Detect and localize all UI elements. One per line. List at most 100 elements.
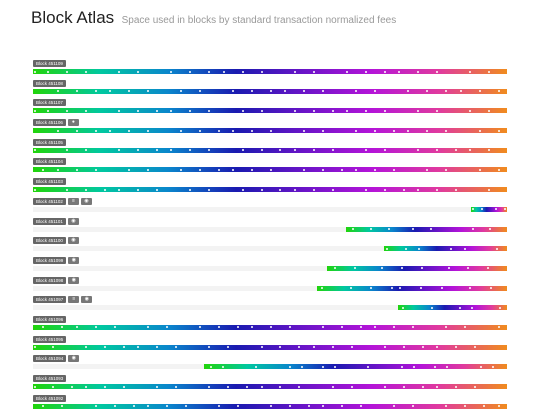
block-label[interactable]: Block 451105 (33, 138, 66, 146)
transaction-dot (179, 90, 182, 93)
block-label[interactable]: Block 451095 (33, 335, 67, 343)
block-label[interactable]: Block 451098 (33, 276, 67, 284)
eye-icon[interactable]: ◉ (67, 217, 79, 225)
eye-icon[interactable]: ◉ (81, 296, 93, 304)
fee-bar[interactable] (33, 403, 507, 409)
eye-icon[interactable]: ◉ (68, 276, 80, 284)
block-row[interactable]: Block 451100 ◉ (33, 237, 507, 257)
block-label[interactable]: Block 451107 (33, 99, 66, 107)
block-label[interactable]: Block 451109 (33, 60, 66, 67)
block-label[interactable]: Block 451099 (33, 256, 67, 264)
transaction-dot (416, 149, 419, 152)
block-label[interactable]: Block 451097 (33, 296, 67, 304)
block-label-line: Block 451094 ◉ (33, 355, 80, 363)
block-label[interactable]: Block 451102 (33, 197, 66, 205)
block-track (33, 226, 507, 232)
transaction-dot (383, 346, 386, 349)
block-row[interactable]: Block 451099 ◉ (33, 256, 507, 277)
block-label[interactable]: Block 451094 (33, 355, 67, 363)
transaction-dot (352, 228, 355, 230)
block-label[interactable]: Block 451101 (33, 217, 66, 225)
block-label[interactable]: Block 451092 (33, 394, 67, 402)
transaction-dot (94, 326, 97, 329)
transaction-dot (364, 149, 367, 152)
fee-bar[interactable] (33, 69, 507, 74)
block-row[interactable]: Block 451104 (33, 158, 507, 178)
transaction-dot (478, 129, 481, 132)
transaction-dot (241, 188, 244, 191)
transaction-dot (61, 326, 64, 329)
transaction-dot (236, 405, 239, 408)
transaction-dot (260, 385, 263, 388)
fee-bar[interactable] (326, 265, 507, 271)
block-row[interactable]: Block 451096 (33, 315, 507, 336)
fee-bar[interactable] (203, 364, 507, 370)
transaction-dot (471, 306, 473, 309)
block-label[interactable]: Block 451093 (33, 375, 67, 382)
block-label[interactable]: Block 451100 (33, 237, 66, 245)
eye-icon[interactable]: ◉ (68, 256, 80, 264)
block-row[interactable]: Block 451101 ◉ (33, 217, 507, 238)
transaction-dot (56, 168, 59, 171)
eye-icon[interactable]: ◉ (67, 237, 79, 245)
block-track (33, 128, 507, 134)
transaction-dot (312, 109, 315, 112)
block-row[interactable]: Block 451092 (33, 394, 507, 414)
block-row[interactable]: Block 451108 (33, 79, 507, 100)
transaction-dot (270, 168, 272, 171)
block-row[interactable]: Block 451094 ◉ (33, 355, 507, 375)
transaction-dot (146, 405, 149, 408)
transaction-dot (331, 109, 334, 112)
fee-bar[interactable] (33, 147, 507, 153)
block-row[interactable]: Block 451093 (33, 375, 507, 395)
transaction-dot (435, 109, 438, 112)
transaction-dot (503, 208, 506, 211)
transaction-dot (104, 346, 107, 349)
fee-bar[interactable] (383, 246, 507, 252)
block-row[interactable]: Block 451097 ≡ ◉ (33, 296, 507, 316)
fee-bar[interactable] (471, 206, 507, 212)
transaction-dot (251, 90, 254, 93)
block-row[interactable]: Block 451109 (33, 60, 507, 80)
fee-bar[interactable] (33, 108, 507, 114)
transaction-dot (440, 287, 443, 290)
transaction-dot (303, 129, 306, 132)
block-label[interactable]: Block 451104 (33, 158, 66, 166)
fee-bar[interactable] (33, 344, 507, 350)
block-label[interactable]: Block 451106 (33, 119, 66, 127)
fee-bar[interactable] (33, 324, 507, 330)
transaction-dot (260, 346, 263, 349)
block-label[interactable]: Block 451108 (33, 79, 66, 87)
transaction-dot (236, 326, 239, 329)
block-row[interactable]: Block 451098 ◉ (33, 276, 507, 297)
transaction-dot (488, 188, 491, 191)
fee-bar[interactable] (33, 128, 507, 134)
block-row[interactable]: Block 451102 ≡ ◉ (33, 197, 507, 218)
fee-bar[interactable] (345, 226, 507, 232)
block-number-icon[interactable]: ≡ (68, 296, 80, 304)
block-row[interactable]: Block 451106 ● (33, 119, 507, 139)
fee-bar[interactable] (33, 167, 507, 173)
transaction-dot (189, 109, 192, 112)
person-icon[interactable]: ● (67, 119, 79, 127)
block-label-line: Block 451095 (33, 335, 67, 343)
block-row[interactable]: Block 451095 (33, 335, 507, 356)
block-number-icon[interactable]: ≡ (67, 197, 79, 205)
eye-icon[interactable]: ◉ (68, 355, 80, 363)
transaction-dot (463, 247, 466, 250)
fee-bar[interactable] (33, 187, 507, 193)
block-label[interactable]: Block 451096 (33, 315, 67, 323)
fee-bar[interactable] (397, 305, 507, 311)
transaction-dot (94, 90, 97, 93)
block-row[interactable]: Block 451105 (33, 138, 507, 159)
eye-icon[interactable]: ◉ (80, 197, 92, 205)
transaction-dot (435, 149, 438, 152)
transaction-dot (445, 168, 448, 171)
fee-bar[interactable] (317, 285, 507, 291)
block-label[interactable]: Block 451103 (33, 178, 66, 186)
fee-bar[interactable] (33, 384, 507, 389)
block-row[interactable]: Block 451103 (33, 178, 507, 198)
fee-bar[interactable] (33, 88, 507, 94)
transaction-dot (279, 149, 282, 152)
block-row[interactable]: Block 451107 (33, 99, 507, 119)
